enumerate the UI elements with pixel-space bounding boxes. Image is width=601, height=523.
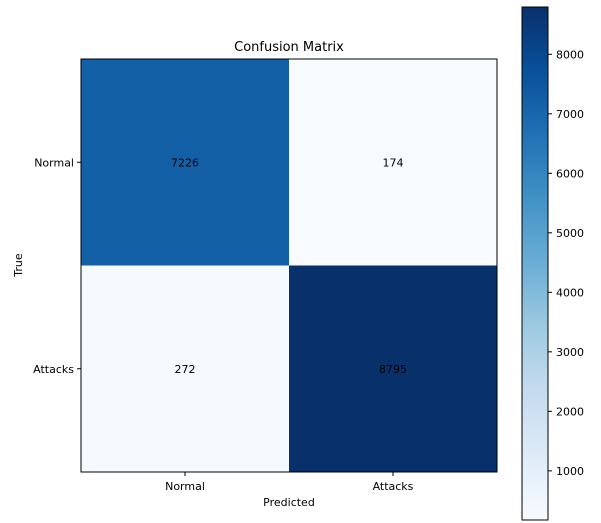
x-tick-label: Normal: [165, 480, 205, 493]
colorbar-tick-label: 2000: [556, 405, 584, 418]
y-axis-label: True: [12, 253, 25, 278]
x-axis-label: Predicted: [263, 496, 315, 509]
colorbar-tick-label: 3000: [556, 346, 584, 359]
cell-value-label: 8795: [379, 363, 407, 376]
cell-value-label: 7226: [171, 156, 199, 169]
y-axis-ticks: Normal Attacks: [33, 156, 81, 376]
matrix-cell: [81, 265, 289, 472]
x-tick-label: Attacks: [373, 480, 414, 493]
matrix-cell: [289, 265, 497, 472]
cell-value-label: 272: [175, 363, 196, 376]
colorbar-tick-label: 4000: [556, 286, 584, 299]
colorbar-tick-label: 8000: [556, 48, 584, 61]
colorbar-tick-label: 6000: [556, 167, 584, 180]
plot-frame: [80, 58, 498, 473]
x-axis-ticks: Normal Attacks: [165, 472, 414, 493]
colorbar-tick-label: 5000: [556, 227, 584, 240]
y-tick-label: Normal: [34, 156, 74, 169]
colorbar-ticks: 1000 2000 3000 4000 5000 6000 7000 8000: [548, 48, 584, 478]
matrix-cells: 7226 174 272 8795: [81, 59, 497, 472]
colorbar: 1000 2000 3000 4000 5000 6000 7000 8000: [521, 6, 584, 521]
y-tick-label: Attacks: [33, 363, 74, 376]
chart-title: Confusion Matrix: [234, 40, 344, 55]
colorbar-tick-label: 1000: [556, 465, 584, 478]
matrix-cell: [289, 59, 497, 266]
colorbar-tick-label: 7000: [556, 108, 584, 121]
matrix-cell: [81, 59, 289, 266]
cell-value-label: 174: [383, 156, 404, 169]
colorbar-gradient: [521, 6, 549, 521]
